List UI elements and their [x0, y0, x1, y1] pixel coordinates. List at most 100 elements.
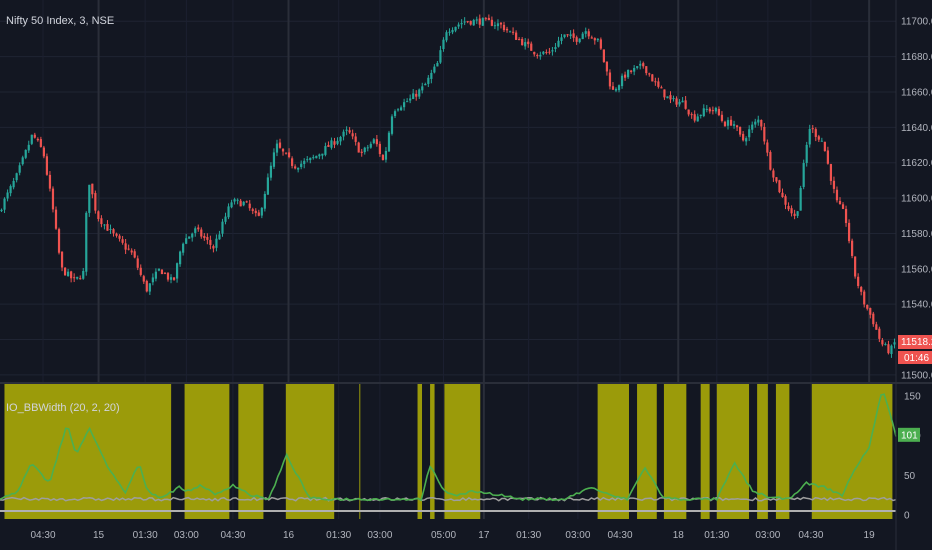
price-candles — [0, 14, 896, 358]
candle-body — [185, 238, 188, 244]
time-tick-label: 01:30 — [704, 530, 729, 541]
candle-body — [257, 212, 260, 216]
candle-body — [266, 177, 269, 195]
candle-body — [372, 139, 375, 144]
candle-body — [269, 165, 273, 178]
time-axis[interactable]: 04:30 15 01:30 03:00 04:30 16 01:30 03:00 05:00 1… — [30, 530, 875, 541]
candle-body — [342, 131, 345, 137]
candle-body — [475, 19, 478, 21]
candle-body — [466, 21, 469, 23]
candle-body — [375, 139, 378, 145]
candle-body — [312, 157, 315, 159]
candle-body — [118, 235, 121, 239]
candle-body — [390, 116, 394, 134]
candle-body — [127, 248, 130, 250]
time-tick-label: 03:00 — [565, 530, 590, 541]
candle-body — [393, 111, 397, 117]
candle-body — [847, 222, 851, 242]
squeeze-zone — [4, 384, 172, 519]
candle-body — [717, 108, 721, 116]
candle-body — [121, 239, 124, 243]
time-tick-label: 01:30 — [326, 530, 351, 541]
candle-body — [454, 26, 457, 31]
candle-body — [236, 199, 239, 201]
candle-body — [620, 75, 624, 87]
candle-body — [584, 31, 587, 34]
candle-body — [142, 276, 145, 282]
candle-body — [206, 237, 209, 240]
candle-body — [508, 31, 512, 33]
candle-body — [124, 243, 127, 250]
candle-body — [878, 328, 881, 339]
candle-body — [191, 233, 194, 238]
candle-body — [60, 251, 64, 268]
time-tick-label: 18 — [673, 530, 685, 541]
candle-body — [209, 239, 212, 245]
candle-body — [826, 150, 829, 164]
candle-body — [51, 188, 55, 210]
candle-body — [866, 304, 869, 309]
candle-body — [832, 180, 836, 189]
candle-body — [711, 110, 714, 112]
candle-body — [88, 184, 91, 213]
candle-body — [481, 18, 484, 26]
candle-body — [687, 109, 690, 115]
candle-body — [678, 101, 681, 105]
candle-body — [569, 34, 572, 37]
candle-body — [182, 243, 185, 253]
candle-body — [54, 209, 58, 229]
candle-body — [854, 256, 857, 277]
candle-body — [100, 218, 103, 225]
indicator-bandwidth-line — [0, 393, 897, 502]
candle-body — [593, 38, 596, 41]
candle-body — [18, 165, 21, 173]
candle-body — [151, 277, 154, 283]
candle-body — [166, 273, 170, 280]
indicator-last-value-label: 101 — [901, 430, 918, 441]
candle-body — [330, 140, 333, 148]
candle-body — [333, 141, 336, 145]
candle-body — [321, 153, 324, 156]
candle-body — [3, 198, 6, 210]
candle-body — [399, 107, 403, 111]
time-tick-label: 01:30 — [516, 530, 541, 541]
candle-body — [693, 114, 696, 121]
time-tick-label: 04:30 — [30, 530, 55, 541]
candle-body — [221, 221, 224, 234]
candle-body — [551, 50, 554, 52]
candle-body — [714, 107, 717, 112]
candle-body — [814, 129, 817, 137]
candle-body — [436, 62, 439, 67]
candle-body — [224, 216, 227, 222]
candle-body — [723, 121, 727, 127]
candle-body — [563, 34, 566, 38]
candle-body — [524, 42, 527, 47]
candle-body — [45, 156, 49, 175]
candle-body — [881, 340, 884, 345]
price-tick-label: 11540.00 — [901, 300, 932, 311]
candle-body — [542, 51, 545, 54]
candle-body — [172, 277, 176, 280]
candle-body — [860, 286, 863, 292]
candle-body — [602, 49, 605, 62]
candle-body — [841, 204, 845, 209]
candle-body — [57, 229, 61, 253]
candle-body — [657, 81, 660, 87]
candle-body — [502, 24, 506, 31]
candle-body — [887, 344, 890, 354]
candle-body — [97, 211, 100, 219]
candle-body — [363, 147, 366, 153]
price-tick-label: 11500.00 — [901, 370, 932, 381]
candle-body — [157, 268, 161, 271]
candle-body — [545, 52, 548, 54]
candle-body — [802, 163, 805, 187]
candle-body — [366, 147, 369, 149]
candle-body — [769, 152, 772, 170]
candle-body — [566, 34, 569, 36]
price-axis[interactable]: 11500.0011520.0011540.0011560.0011580.00… — [901, 17, 932, 382]
candle-body — [15, 173, 18, 181]
countdown-badge — [898, 351, 932, 364]
candle-body — [188, 236, 191, 239]
candle-body — [633, 68, 636, 72]
candle-body — [369, 143, 372, 148]
